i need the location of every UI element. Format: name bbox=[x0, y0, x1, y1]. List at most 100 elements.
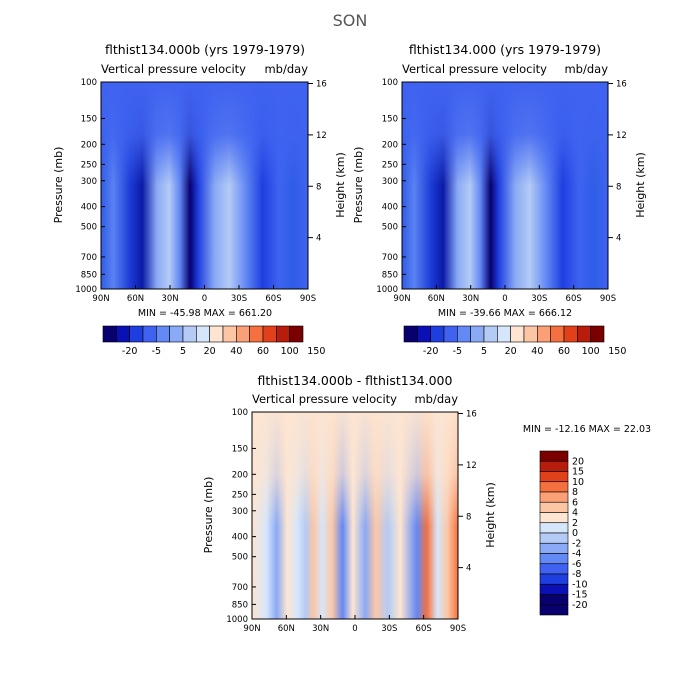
panel-a-colorbar-labels: -20 -5 5 20 40 60 100 150 bbox=[122, 346, 326, 357]
colorbar-label: 100 bbox=[582, 346, 600, 357]
y-tick-label: 150 bbox=[382, 114, 398, 124]
y-tick-label: 400 bbox=[81, 203, 97, 213]
panel-c-y2label: Height (km) bbox=[484, 482, 497, 548]
colorbar-swatch bbox=[457, 325, 471, 343]
panel-b-y2-ticks: 16 12 8 4 bbox=[608, 80, 627, 244]
x-tick-label: 90N bbox=[393, 294, 410, 304]
colorbar-swatch bbox=[129, 325, 144, 343]
colorbar-swatch bbox=[289, 325, 304, 343]
y-tick-label: 500 bbox=[232, 553, 248, 563]
colorbar-swatch bbox=[470, 325, 485, 343]
y2-tick-label: 4 bbox=[316, 234, 321, 244]
panel-b-subtitle-left: Vertical pressure velocity bbox=[402, 62, 547, 76]
colorbar-swatch bbox=[169, 325, 184, 343]
y-tick-label: 250 bbox=[81, 160, 97, 170]
panel-a-y2label: Height (km) bbox=[334, 152, 347, 218]
colorbar-swatch bbox=[116, 325, 130, 343]
y-tick-label: 150 bbox=[232, 444, 248, 454]
colorbar-swatch bbox=[590, 325, 605, 343]
colorbar-label: 15 bbox=[572, 467, 584, 478]
panel-c-y2-ticks: 16 12 8 4 bbox=[458, 410, 477, 574]
colorbar-swatch bbox=[102, 325, 117, 343]
colorbar-label: 150 bbox=[307, 346, 325, 357]
x-tick-label: 30S bbox=[231, 294, 247, 304]
colorbar-label: 60 bbox=[257, 346, 269, 357]
colorbar-swatch bbox=[182, 325, 197, 343]
colorbar-swatch bbox=[539, 563, 569, 575]
y2-tick-label: 12 bbox=[316, 131, 327, 141]
y-tick-label: 100 bbox=[232, 408, 248, 418]
x-tick-label: 30N bbox=[312, 624, 329, 634]
colorbar-label: -4 bbox=[572, 549, 581, 560]
x-tick-label: 60N bbox=[428, 294, 445, 304]
y-tick-label: 400 bbox=[382, 203, 398, 213]
colorbar-swatch bbox=[539, 512, 569, 524]
colorbar-swatch bbox=[537, 325, 551, 343]
y-tick-label: 100 bbox=[382, 78, 398, 88]
colorbar-swatch bbox=[236, 325, 250, 343]
panel-c-x-ticks: 90N 60N 30N 0 30S 60S 90S bbox=[243, 615, 466, 634]
colorbar-swatch bbox=[523, 325, 538, 343]
panel-b-y2label: Height (km) bbox=[634, 152, 647, 218]
y2-tick-label: 16 bbox=[466, 410, 477, 420]
panel-c-title: flthist134.000b - flthist134.000 bbox=[258, 373, 453, 388]
panel-b: flthist134.000 (yrs 1979-1979) Vertical … bbox=[352, 42, 647, 357]
colorbar-label: -10 bbox=[572, 579, 588, 590]
x-tick-label: 90S bbox=[300, 294, 316, 304]
colorbar-label: 40 bbox=[531, 346, 543, 357]
panel-b-colorbar-labels: -20 -5 5 20 40 60 100 150 bbox=[423, 346, 627, 357]
colorbar-label: 10 bbox=[572, 477, 584, 488]
panel-c-colorbar bbox=[539, 450, 569, 616]
colorbar-swatch bbox=[539, 553, 569, 565]
colorbar-swatch bbox=[539, 501, 569, 513]
colorbar-label: 20 bbox=[505, 346, 517, 357]
y2-tick-label: 4 bbox=[616, 234, 621, 244]
x-tick-label: 60S bbox=[566, 294, 582, 304]
panel-a-colorbar bbox=[102, 325, 304, 343]
y-tick-label: 300 bbox=[382, 177, 398, 187]
y-tick-label: 850 bbox=[232, 600, 248, 610]
colorbar-label: 20 bbox=[204, 346, 216, 357]
panel-a: flthist134.000b (yrs 1979-1979) Vertical… bbox=[52, 42, 347, 357]
colorbar-swatch bbox=[563, 325, 578, 343]
colorbar-swatch bbox=[539, 573, 569, 585]
panel-b-min-max: MIN = -39.66 MAX = 666.12 bbox=[438, 308, 572, 319]
panel-b-title: flthist134.000 (yrs 1979-1979) bbox=[409, 42, 601, 57]
colorbar-swatch bbox=[209, 325, 224, 343]
y-tick-label: 1000 bbox=[226, 615, 248, 625]
panel-c: flthist134.000b - flthist134.000 Vertica… bbox=[202, 373, 651, 634]
y2-tick-label: 12 bbox=[466, 461, 477, 471]
colorbar-label: 20 bbox=[572, 456, 584, 467]
y2-tick-label: 8 bbox=[466, 512, 471, 522]
colorbar-swatch bbox=[262, 325, 277, 343]
panel-a-x-ticks: 90N 60N 30N 0 30S 60S 90S bbox=[92, 285, 316, 304]
colorbar-label: 60 bbox=[558, 346, 570, 357]
y-tick-label: 700 bbox=[81, 253, 97, 263]
x-tick-label: 0 bbox=[352, 624, 357, 634]
x-tick-label: 30S bbox=[381, 624, 397, 634]
y-tick-label: 400 bbox=[232, 533, 248, 543]
y2-tick-label: 16 bbox=[316, 80, 327, 90]
panel-a-y-ticks: 100 150 200 250 300 400 500 700 850 1000 bbox=[75, 78, 105, 295]
colorbar-swatch bbox=[249, 325, 264, 343]
x-tick-label: 30N bbox=[462, 294, 479, 304]
x-tick-label: 60S bbox=[265, 294, 281, 304]
y-tick-label: 150 bbox=[81, 114, 97, 124]
y-tick-label: 300 bbox=[232, 507, 248, 517]
colorbar-swatch bbox=[276, 325, 290, 343]
panel-b-upper-shade bbox=[402, 82, 608, 289]
y-tick-label: 250 bbox=[232, 490, 248, 500]
colorbar-label: -5 bbox=[453, 346, 462, 357]
y-tick-label: 1000 bbox=[376, 285, 398, 295]
panel-a-min-max: MIN = -45.98 MAX = 661.20 bbox=[138, 308, 272, 319]
x-tick-label: 30S bbox=[531, 294, 547, 304]
panel-b-y-ticks: 100 150 200 250 300 400 500 700 850 1000 bbox=[376, 78, 406, 295]
x-tick-label: 90S bbox=[600, 294, 616, 304]
x-tick-label: 90N bbox=[243, 624, 260, 634]
panel-a-subtitle-right: mb/day bbox=[264, 62, 308, 76]
colorbar-label: 100 bbox=[281, 346, 299, 357]
colorbar-label: 4 bbox=[572, 508, 578, 519]
panel-a-upper-shade bbox=[101, 82, 308, 289]
